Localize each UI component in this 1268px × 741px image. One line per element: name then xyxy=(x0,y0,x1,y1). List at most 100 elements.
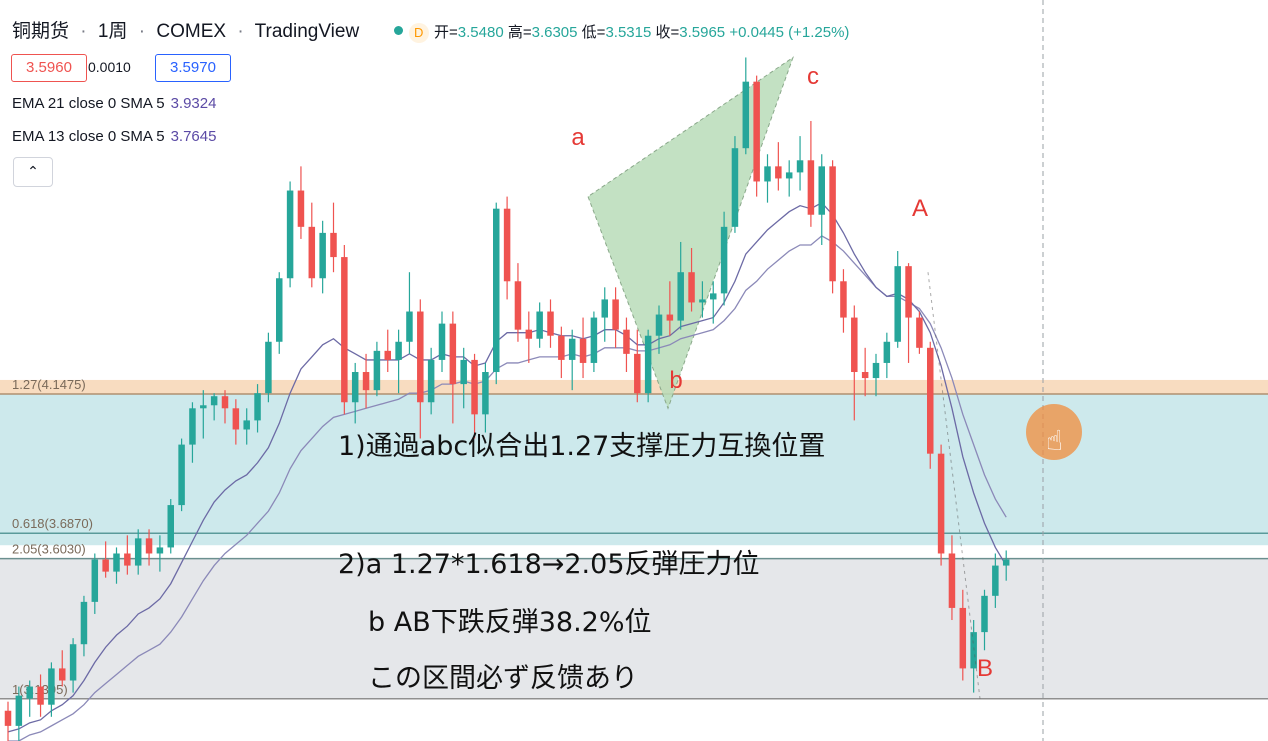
candle-body xyxy=(482,372,489,415)
candle-body xyxy=(341,257,348,403)
candle-body xyxy=(612,299,619,330)
pattern-label-a: a xyxy=(571,124,585,151)
candle-body xyxy=(493,208,500,373)
candle-body xyxy=(189,408,196,445)
candle-body xyxy=(514,281,522,330)
candle-body xyxy=(297,190,305,227)
candle-body xyxy=(59,668,66,681)
candle-body xyxy=(276,278,283,342)
chart-header: 铜期货 · 1周 · COMEX · TradingView D 开=3.548… xyxy=(12,16,849,43)
candle-body xyxy=(4,710,12,726)
ema21-line xyxy=(8,235,1007,741)
annotation-line-4: この区間必ず反馈あり xyxy=(368,663,638,694)
candle-body xyxy=(623,329,630,354)
candle-body xyxy=(438,323,446,360)
candle-body xyxy=(753,81,760,182)
ab-guide-line xyxy=(927,272,981,699)
low-label: 低= xyxy=(581,24,606,41)
candle-body xyxy=(232,408,240,430)
candle-body xyxy=(406,311,413,342)
candle-body xyxy=(134,538,142,566)
candle-body xyxy=(362,372,370,391)
candle-body xyxy=(102,559,109,572)
close-label: 收= xyxy=(655,24,680,41)
candle-body xyxy=(15,695,23,726)
candle-body xyxy=(948,553,956,608)
indicator-label: EMA 21 close 0 SMA 5 xyxy=(12,95,165,112)
low-value: 3.5315 xyxy=(605,24,652,41)
annotation-line-2: 2)a 1.27*1.618→2.05反弾圧力位 xyxy=(338,549,760,580)
annotation-line-1: 1)通過abc似合出1.27支撑圧力互換位置 xyxy=(338,431,826,462)
candle-body xyxy=(796,160,804,173)
ema21-legend[interactable]: EMA 21 close 0 SMA 5 3.9324 xyxy=(12,95,216,112)
candle-body xyxy=(80,601,88,645)
annotation-line-3: b AB下跌反弾38.2%位 xyxy=(368,607,652,638)
ohlc-values: 开=3.5480 高=3.6305 低=3.5315 收=3.5965 +0.0… xyxy=(434,24,849,41)
candle-body xyxy=(449,323,457,385)
pattern-label-c: c xyxy=(807,63,819,90)
candle-body xyxy=(384,350,391,360)
abc-pattern-triangle xyxy=(587,56,794,410)
ema13-legend[interactable]: EMA 13 close 0 SMA 5 3.7645 xyxy=(12,128,216,145)
candle-body xyxy=(937,453,945,554)
candle-body xyxy=(351,372,359,403)
pattern-label-A: A xyxy=(912,195,928,222)
candle-body xyxy=(178,444,185,506)
collapse-legend-button[interactable]: ⌃ xyxy=(13,157,53,187)
candle-body xyxy=(210,396,218,406)
candle-body xyxy=(547,311,554,336)
candle-body xyxy=(395,341,402,360)
candle-body xyxy=(254,393,261,421)
source-label: TradingView xyxy=(254,21,360,42)
fib-level-label: 1.27(4.1475) xyxy=(12,377,86,392)
candle-body xyxy=(699,299,706,303)
header-separator: · xyxy=(138,21,146,42)
candle-body xyxy=(916,317,923,348)
header-separator: · xyxy=(237,21,244,42)
fib-level-label: 0.618(3.6870) xyxy=(12,516,93,531)
candle-body xyxy=(710,293,717,300)
candle-body xyxy=(688,272,695,303)
candle-body xyxy=(579,338,587,363)
hand-cursor-icon: ☝ xyxy=(1046,424,1064,457)
candle-body xyxy=(37,686,44,705)
candle-body xyxy=(503,208,511,282)
candle-body xyxy=(558,335,565,360)
buy-price-button[interactable]: 3.5970 xyxy=(155,54,231,82)
fib-level-label: 2.05(3.6030) xyxy=(12,542,86,557)
candle-body xyxy=(286,190,294,279)
candle-body xyxy=(742,81,750,149)
spread-value: 0.0010 xyxy=(88,59,131,75)
open-value: 3.5480 xyxy=(457,24,504,41)
sell-price-button[interactable]: 3.5960 xyxy=(11,54,87,82)
candle-body xyxy=(417,311,424,403)
exchange-label: COMEX xyxy=(156,21,227,42)
chevron-up-icon: ⌃ xyxy=(27,164,39,180)
high-label: 高= xyxy=(507,24,532,41)
candle-body xyxy=(840,281,847,318)
candle-body xyxy=(460,359,467,385)
interval-label[interactable]: 1周 xyxy=(97,21,128,42)
candle-body xyxy=(243,420,250,430)
candle-body xyxy=(829,166,836,282)
header-separator: · xyxy=(80,21,87,42)
high-value: 3.6305 xyxy=(531,24,578,41)
close-value: 3.5965 xyxy=(679,24,726,41)
candle-body xyxy=(145,538,153,554)
pattern-label-b: b xyxy=(669,367,682,394)
candle-body xyxy=(167,505,174,548)
candle-body xyxy=(883,341,891,363)
pattern-label-B: B xyxy=(977,655,993,682)
candle-body xyxy=(666,314,674,321)
candle-body xyxy=(590,317,598,363)
candle-body xyxy=(568,338,576,360)
candle-body xyxy=(872,362,880,379)
candle-body xyxy=(373,350,381,391)
candle-body xyxy=(785,172,793,179)
ema13-line xyxy=(7,201,1007,733)
fib-zone-lower xyxy=(0,558,1268,699)
candle-body xyxy=(200,405,207,409)
candle-body xyxy=(330,232,337,258)
candle-body xyxy=(775,166,782,179)
